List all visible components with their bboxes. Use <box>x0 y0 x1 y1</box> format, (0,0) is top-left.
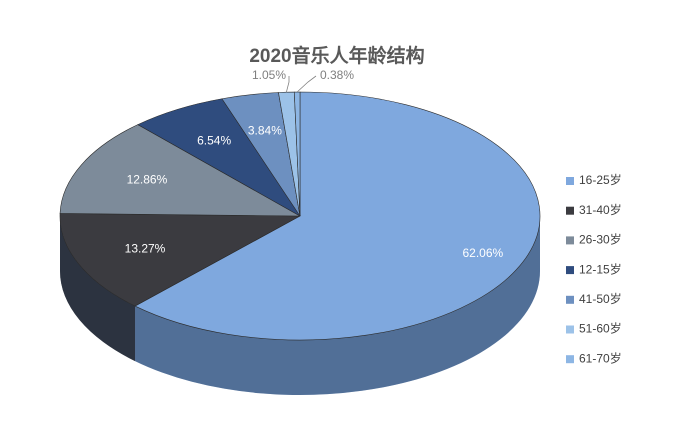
data-label: 62.06% <box>462 246 503 260</box>
slice <box>293 91 301 217</box>
slice <box>134 91 541 341</box>
legend-label: 12-15岁 <box>579 261 622 276</box>
legend-label: 31-40岁 <box>579 202 622 217</box>
data-label: 6.54% <box>197 134 231 148</box>
leader-line <box>285 76 290 93</box>
legend-label: 51-60岁 <box>579 321 622 336</box>
legend-swatch <box>566 236 574 245</box>
data-label: 12.86% <box>127 172 168 186</box>
data-label: 1.05% <box>252 68 286 82</box>
legend-swatch <box>566 325 574 334</box>
legend-swatch <box>566 177 574 185</box>
slice <box>59 213 302 307</box>
legend-label: 16-25岁 <box>579 172 622 187</box>
slice-side <box>60 216 136 362</box>
legend-swatch <box>566 206 574 215</box>
slice-side-shade <box>135 216 541 395</box>
chart-title: 2020音乐人年龄结构 <box>249 44 424 67</box>
legend-label: 26-30岁 <box>579 232 622 247</box>
leader-line <box>296 75 317 93</box>
slice <box>59 124 301 217</box>
legend-swatch <box>566 295 574 304</box>
slice-side <box>135 216 541 395</box>
legend-label: 41-50岁 <box>579 291 622 306</box>
legend-swatch <box>566 266 574 275</box>
data-label: 3.84% <box>248 123 282 137</box>
slice-side-shade <box>60 216 136 362</box>
legend-swatch <box>566 355 574 364</box>
legend-label: 61-70岁 <box>579 350 622 365</box>
data-label: 13.27% <box>125 242 166 256</box>
data-label: 0.38% <box>320 68 354 82</box>
